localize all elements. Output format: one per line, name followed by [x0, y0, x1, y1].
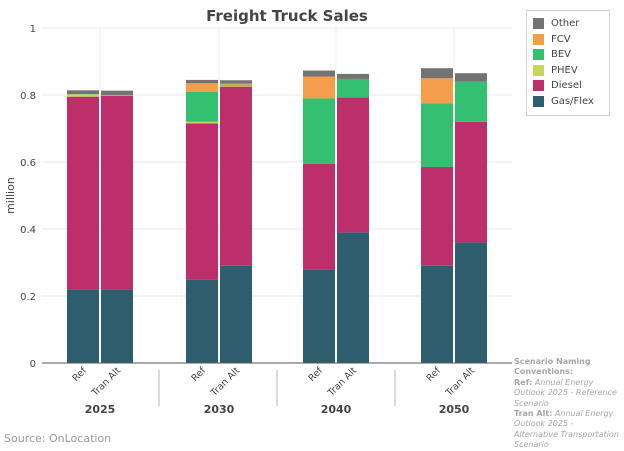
- bar-segment-fcv: [303, 77, 335, 99]
- bar-segment-bev: [455, 82, 487, 122]
- bar-segment-other: [67, 90, 99, 94]
- y-tick-label: 0.6: [20, 158, 36, 169]
- group-label: 2050: [439, 403, 470, 416]
- scenario-tick-label: Ref: [189, 365, 208, 384]
- legend-swatch: [533, 49, 544, 60]
- bar-segment-diesel: [421, 167, 453, 266]
- scenario-tick-label: Tran Alt: [325, 365, 359, 399]
- legend-label: FCV: [551, 34, 571, 45]
- bar-segment-other: [455, 73, 487, 81]
- legend-item: Gas/Flex: [533, 94, 609, 110]
- bar-segment-diesel: [186, 123, 218, 279]
- y-tick-label: 1: [30, 24, 36, 35]
- legend: Other FCV BEV PHEV Diesel Gas/Flex: [526, 10, 610, 116]
- source-note: Source: OnLocation: [4, 432, 111, 445]
- legend-item: PHEV: [533, 63, 609, 79]
- y-axis-label: million: [4, 177, 17, 214]
- group-label: 2025: [85, 403, 116, 416]
- legend-swatch: [533, 18, 544, 29]
- bar-segment-other: [220, 80, 252, 83]
- bar-segment-other: [186, 80, 218, 83]
- bar-segment-gas-flex: [337, 232, 369, 363]
- bar-segment-other: [337, 74, 369, 79]
- y-tick-label: 0.8: [20, 91, 36, 102]
- bar-segment-diesel: [67, 97, 99, 290]
- bar-segment-diesel: [337, 97, 369, 232]
- bar-segment-diesel: [101, 96, 133, 290]
- bar-segment-bev: [303, 98, 335, 163]
- bar-segment-diesel: [303, 164, 335, 270]
- legend-label: PHEV: [551, 65, 578, 76]
- bar-segment-gas-flex: [303, 269, 335, 363]
- bar-segment-other: [303, 71, 335, 77]
- legend-item: Other: [533, 16, 609, 32]
- bar-segment-other: [101, 91, 133, 95]
- notes-ref-label: Ref:: [514, 378, 532, 387]
- group-label: 2040: [321, 403, 352, 416]
- legend-item: BEV: [533, 47, 609, 63]
- bar-segment-fcv: [220, 84, 252, 85]
- y-tick-label: 0.4: [20, 225, 36, 236]
- scenario-naming-notes: Scenario Naming Conventions: Ref: Annual…: [514, 357, 620, 451]
- legend-label: Diesel: [551, 80, 582, 91]
- legend-label: Gas/Flex: [551, 96, 594, 107]
- scenario-tick-label: Ref: [70, 365, 89, 384]
- bar-segment-gas-flex: [220, 266, 252, 363]
- bar-segment-fcv: [186, 83, 218, 91]
- bar-segment-phev: [67, 94, 99, 96]
- y-tick-label: 0.2: [20, 292, 36, 303]
- bar-segment-bev: [421, 103, 453, 167]
- y-tick-label: 0: [30, 359, 36, 370]
- scenario-tick-label: Ref: [424, 365, 443, 384]
- legend-item: FCV: [533, 32, 609, 48]
- notes-heading: Scenario Naming Conventions:: [514, 357, 591, 376]
- bar-segment-gas-flex: [101, 289, 133, 363]
- bar-segment-diesel: [455, 122, 487, 243]
- legend-swatch: [533, 34, 544, 45]
- legend-swatch: [533, 96, 544, 107]
- bar-segment-gas-flex: [455, 242, 487, 363]
- legend-label: Other: [551, 18, 579, 29]
- scenario-tick-label: Tran Alt: [89, 365, 123, 399]
- bar-segment-bev: [337, 79, 369, 97]
- chart-title: Freight Truck Sales: [206, 7, 368, 25]
- bar-segment-phev: [220, 86, 252, 87]
- bar-segment-gas-flex: [186, 279, 218, 363]
- legend-swatch: [533, 80, 544, 91]
- group-label: 2030: [204, 403, 235, 416]
- bar-segment-bev: [220, 85, 252, 86]
- bar-segment-gas-flex: [67, 289, 99, 363]
- scenario-tick-label: Tran Alt: [443, 365, 477, 399]
- scenario-tick-label: Tran Alt: [208, 365, 242, 399]
- bar-segment-diesel: [220, 87, 252, 266]
- bar-segment-fcv: [421, 78, 453, 103]
- bar-segment-gas-flex: [421, 266, 453, 363]
- bar-segment-bev: [186, 92, 218, 122]
- scenario-tick-label: Ref: [306, 365, 325, 384]
- bar-segment-phev: [186, 122, 218, 124]
- legend-swatch: [533, 65, 544, 76]
- bar-segment-other: [421, 68, 453, 78]
- legend-label: BEV: [551, 49, 571, 60]
- legend-item: Diesel: [533, 78, 609, 94]
- notes-alt-label: Tran Alt:: [514, 409, 552, 418]
